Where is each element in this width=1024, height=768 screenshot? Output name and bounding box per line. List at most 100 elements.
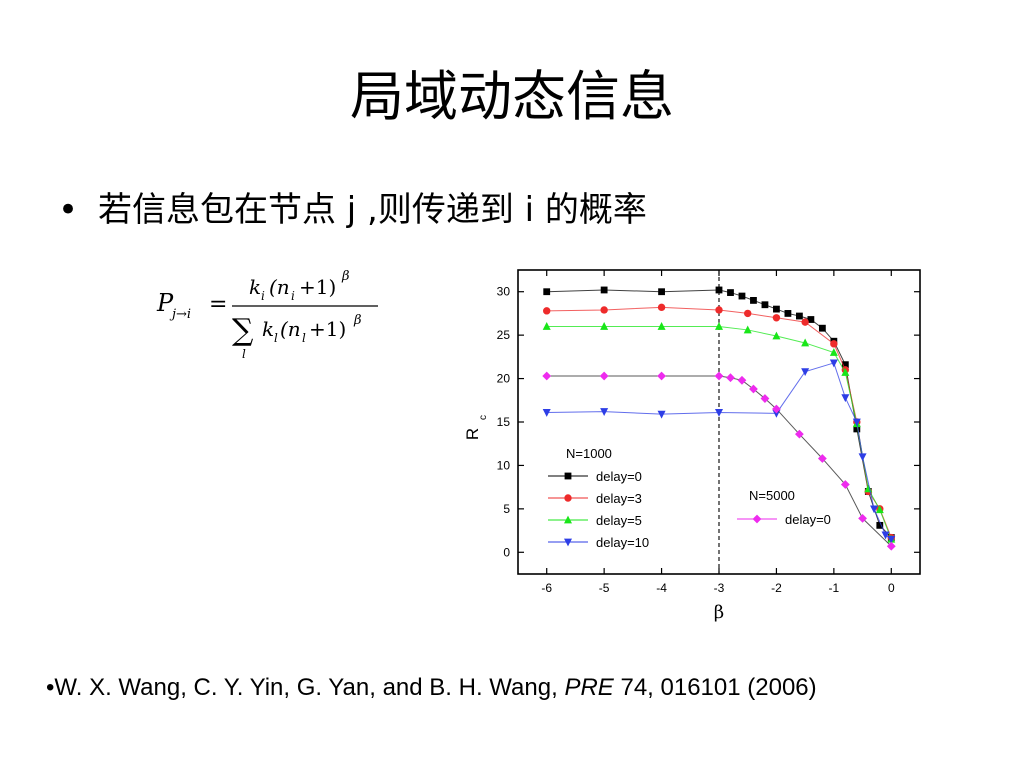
x-tick-label: -2 [771, 581, 782, 595]
formula-den-n: (n [280, 317, 301, 341]
data-point [542, 409, 551, 417]
legend-swatch-marker [564, 472, 572, 480]
data-point [875, 505, 884, 514]
formula-num-k-sub: i [261, 289, 265, 303]
data-point [795, 429, 804, 439]
data-point [817, 454, 827, 463]
data-point [600, 322, 609, 330]
data-point [715, 306, 723, 314]
data-point [801, 368, 810, 377]
formula-lhs: P [156, 289, 174, 317]
data-point [858, 514, 867, 523]
formula-num-n: (n [269, 275, 290, 299]
bullet-text: 若信息包在节点 j ,则传递到 i 的概率 [98, 190, 647, 230]
formula-den-k-sub: l [274, 331, 278, 345]
data-point [773, 305, 780, 313]
data-point [761, 301, 769, 309]
data-point [726, 373, 735, 383]
data-point [738, 292, 746, 300]
y-tick-label: 20 [497, 372, 511, 386]
y-tick-label: 25 [497, 328, 511, 342]
data-point [876, 521, 884, 529]
data-point [657, 322, 666, 330]
data-point [760, 394, 770, 403]
data-point [841, 394, 850, 403]
legend-swatch-marker [752, 514, 762, 524]
data-point [796, 312, 803, 320]
bullet-symbol: • [58, 190, 79, 230]
data-point [829, 359, 838, 368]
data-point [543, 307, 551, 315]
data-point [784, 310, 792, 317]
legend-entry: delay=3 [596, 491, 642, 506]
data-point [841, 368, 850, 376]
reference-journal: PRE [564, 674, 614, 701]
data-point [600, 306, 608, 314]
data-point [887, 535, 896, 544]
data-point [807, 316, 815, 323]
y-axis-label-sub: c [478, 415, 489, 420]
data-point [657, 410, 666, 419]
legend-entry: delay=0 [785, 512, 831, 527]
data-point [715, 409, 723, 417]
formula-num-exp: β [341, 269, 350, 284]
x-tick-label: -5 [599, 581, 610, 595]
data-point [657, 303, 666, 312]
formula-den-k: k [262, 317, 274, 341]
reference-details: 74, 016101 (2006) [613, 674, 817, 701]
x-tick-label: -3 [714, 581, 725, 595]
x-tick-label: -1 [829, 581, 840, 595]
data-point [853, 425, 861, 433]
data-point [744, 309, 752, 318]
data-point [542, 322, 551, 330]
data-point [542, 371, 552, 381]
formula-lhs-sub: j→i [169, 307, 191, 322]
chart-canvas: -6 -5 -4 -3 -2 -1 0 0 5 10 15 20 25 30 β Rc N=1000 delay=… [463, 269, 921, 623]
bullet-line: • 若信息包在节点 j ,则传递到 i 的概率 [58, 186, 647, 234]
data-point [881, 531, 890, 540]
formula-equals: = [209, 292, 227, 317]
data-point [829, 348, 838, 356]
legend-entry: delay=5 [596, 513, 642, 528]
y-axis-label: R [463, 428, 482, 440]
data-point [600, 408, 609, 416]
y-tick-label: 0 [503, 545, 510, 559]
probability-formula: P j→i = k i (n i +1) β ∑ l k l (n l +1) … [152, 262, 392, 372]
x-tick-label: 0 [888, 581, 895, 595]
legend-entry: delay=0 [596, 469, 642, 484]
data-point [801, 338, 810, 347]
data-point [600, 286, 608, 294]
x-tick-label: -4 [656, 581, 667, 595]
data-point [657, 371, 666, 381]
series-line [546, 375, 892, 547]
data-point [715, 322, 723, 330]
data-point [858, 453, 867, 462]
slide-title: 局域动态信息 [350, 65, 674, 128]
data-point [772, 331, 781, 340]
formula-num-k: k [249, 275, 261, 299]
formula-den-exp: β [353, 313, 362, 328]
formula-num-n-sub: i [291, 289, 295, 303]
data-point [870, 505, 879, 514]
data-point [743, 325, 752, 334]
data-point [737, 375, 747, 385]
data-point [658, 288, 665, 296]
formula-den-tail: +1) [309, 317, 346, 341]
formula-sum: ∑ [232, 313, 254, 348]
legend-swatch-marker [564, 538, 572, 547]
y-tick-label: 5 [503, 502, 510, 516]
data-point [852, 418, 861, 427]
data-point [715, 286, 723, 294]
legend-swatch-marker [564, 515, 572, 524]
formula-den-n-sub: l [302, 331, 306, 345]
x-tick-label: -6 [541, 581, 552, 595]
formula-sum-index: l [242, 347, 246, 361]
data-point [801, 318, 809, 326]
data-point [543, 288, 551, 296]
legend-swatch-marker [564, 494, 572, 502]
y-tick-label: 15 [497, 415, 511, 429]
data-point [750, 297, 757, 304]
legend-title: N=1000 [566, 446, 612, 461]
x-axis-label: β [714, 602, 724, 623]
